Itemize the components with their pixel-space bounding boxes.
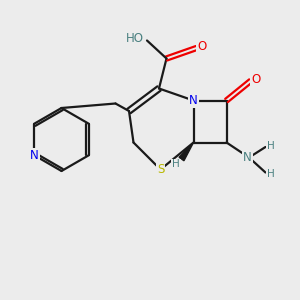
Text: S: S <box>157 163 164 176</box>
Text: H: H <box>267 169 275 179</box>
Text: N: N <box>30 149 39 162</box>
Text: H: H <box>172 159 180 170</box>
Text: N: N <box>189 94 198 107</box>
Text: O: O <box>197 40 206 53</box>
Text: O: O <box>251 73 260 86</box>
Text: H: H <box>267 140 275 151</box>
Polygon shape <box>179 142 194 161</box>
Text: N: N <box>243 151 252 164</box>
Text: HO: HO <box>125 32 143 46</box>
